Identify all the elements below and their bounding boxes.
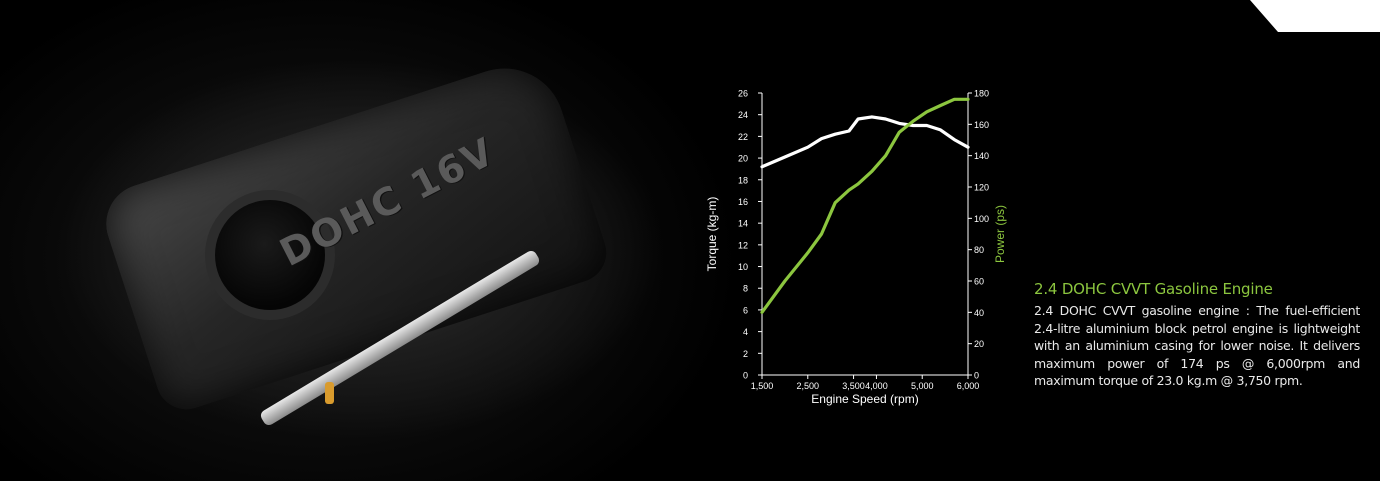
oil-filler-port	[215, 200, 325, 310]
torque-tick-label: 12	[738, 240, 748, 250]
torque-axis-title: Torque (kg-m)	[705, 197, 719, 272]
rpm-tick-label: 4,000	[865, 381, 888, 391]
torque-tick-label: 20	[738, 154, 748, 164]
power-tick-label: 40	[974, 308, 984, 318]
torque-tick-label: 8	[743, 284, 748, 294]
torque-tick-label: 2	[743, 349, 748, 359]
power-axis-title: Power (ps)	[993, 205, 1007, 263]
power-tick-label: 180	[974, 89, 989, 99]
torque-tick-label: 22	[738, 132, 748, 142]
power-curve	[760, 97, 970, 314]
rpm-tick-label: 2,500	[797, 381, 820, 391]
rpm-tick-label: 3,500	[842, 381, 865, 391]
power-tick-label: 0	[974, 371, 979, 381]
torque-tick-label: 14	[738, 219, 748, 229]
torque-power-chart: 0246810121416182022242602040608010012014…	[705, 89, 1007, 407]
engine-photo: DOHC 16V	[0, 0, 860, 481]
power-tick-label: 80	[974, 245, 984, 255]
torque-tick-label: 24	[738, 110, 748, 120]
power-tick-label: 160	[974, 120, 989, 130]
power-tick-label: 20	[974, 339, 984, 349]
corner-notch	[1230, 0, 1380, 32]
torque-tick-label: 4	[743, 327, 748, 337]
engine-description: 2.4 DOHC CVVT Gasoline Engine 2.4 DOHC C…	[1034, 280, 1360, 390]
description-body: 2.4 DOHC CVVT gasoline engine : The fuel…	[1034, 303, 1360, 389]
torque-tick-label: 0	[743, 371, 748, 381]
rpm-tick-label: 6,000	[957, 381, 980, 391]
power-tick-label: 120	[974, 183, 989, 193]
torque-tick-label: 10	[738, 262, 748, 272]
torque-tick-label: 16	[738, 197, 748, 207]
torque-tick-label: 18	[738, 175, 748, 185]
power-tick-label: 140	[974, 151, 989, 161]
x-axis-title: Engine Speed (rpm)	[811, 392, 918, 406]
description-title: 2.4 DOHC CVVT Gasoline Engine	[1034, 280, 1273, 298]
torque-curve	[760, 115, 970, 169]
torque-tick-label: 6	[743, 305, 748, 315]
rpm-tick-label: 5,000	[911, 381, 934, 391]
dipstick-handle	[325, 382, 334, 404]
power-tick-label: 60	[974, 277, 984, 287]
torque-tick-label: 26	[738, 89, 748, 99]
rpm-tick-label: 1,500	[751, 381, 774, 391]
power-tick-label: 100	[974, 214, 989, 224]
